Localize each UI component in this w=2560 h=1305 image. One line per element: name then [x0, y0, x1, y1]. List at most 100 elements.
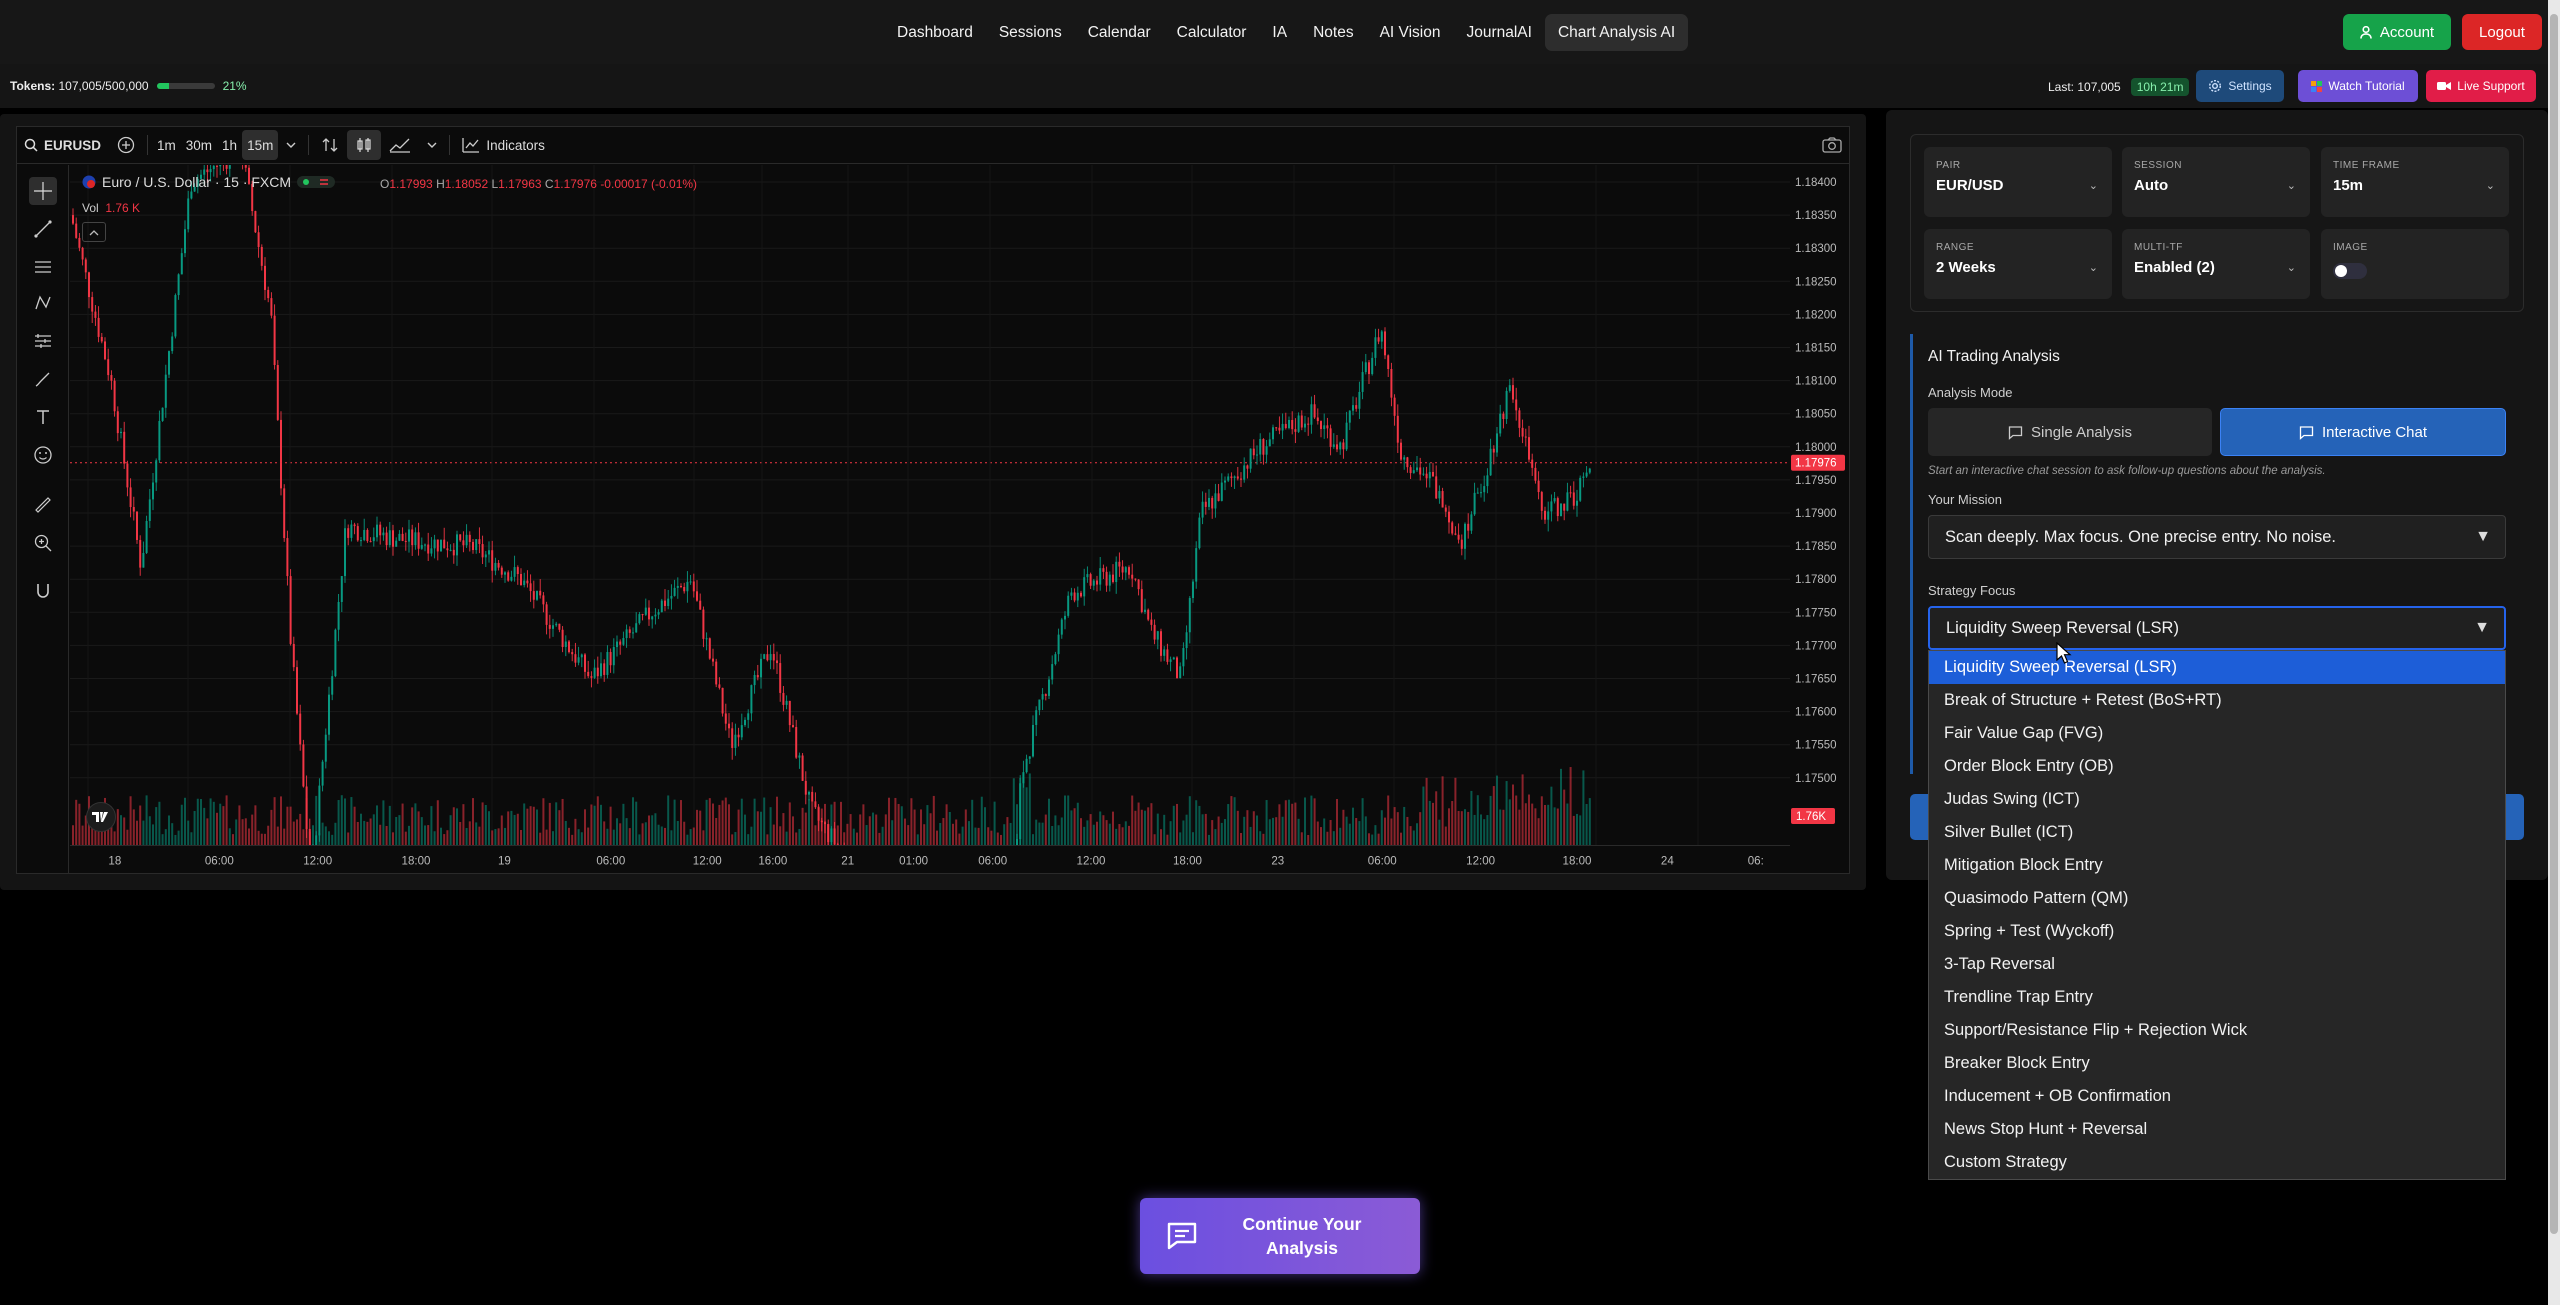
strategy-option[interactable]: Custom Strategy	[1944, 1153, 2067, 1171]
volume-bar	[302, 829, 305, 845]
strategy-option[interactable]: Order Block Entry (OB)	[1944, 757, 2114, 775]
strategy-option[interactable]: Inducement + OB Confirmation	[1944, 1087, 2171, 1105]
volume-bar	[625, 818, 628, 845]
image-toggle[interactable]	[2333, 263, 2367, 279]
volume-bar	[1400, 832, 1402, 845]
range-select[interactable]: RANGE 2 Weeks ⌄	[1924, 229, 2112, 299]
logout-button[interactable]: Logout	[2462, 14, 2542, 50]
price-axis[interactable]: 1.18400 1.18350 1.18300 1.18250 1.18200 1.181…	[1790, 165, 1848, 845]
strategy-option[interactable]: Breaker Block Entry	[1944, 1054, 2090, 1072]
strategy-option[interactable]: Support/Resistance Flip + Rejection Wick	[1944, 1021, 2248, 1039]
text-tool[interactable]	[29, 403, 57, 431]
nav-link-calendar[interactable]: Calendar	[1087, 24, 1151, 41]
forecast-tool[interactable]	[29, 327, 57, 355]
volume-bar	[1316, 821, 1319, 845]
candle-body	[644, 607, 647, 615]
interval-dropdown[interactable]	[278, 130, 304, 160]
nav-link-chart-analysis-ai[interactable]: Chart Analysis AI	[1544, 14, 1689, 51]
account-button[interactable]: Account	[2343, 14, 2451, 50]
interval-1m[interactable]: 1m	[157, 137, 176, 153]
session-select[interactable]: SESSION Auto ⌄	[2122, 147, 2310, 217]
strategy-option[interactable]: Silver Bullet (ICT)	[1944, 823, 2074, 841]
strategy-option[interactable]: Spring + Test (Wyckoff)	[1944, 922, 2115, 940]
candle-body	[587, 671, 590, 677]
nav-link-ai-vision[interactable]: AI Vision	[1379, 24, 1441, 41]
close-label: C	[544, 177, 554, 191]
volume-bar	[1368, 833, 1370, 845]
emoji-tool[interactable]	[29, 441, 57, 469]
volume-bar	[920, 809, 922, 845]
strategy-option[interactable]: Mitigation Block Entry	[1944, 856, 2103, 874]
strategy-option[interactable]: Liquidity Sweep Reversal (LSR)	[1929, 651, 2505, 684]
indicators-button[interactable]: Indicators	[454, 130, 553, 160]
volume-bar	[1172, 805, 1175, 845]
candle-body	[81, 247, 84, 260]
zoom-tool[interactable]	[29, 529, 57, 557]
tradingview-logo[interactable]	[86, 802, 116, 832]
strategy-option[interactable]: News Stop Hunt + Reversal	[1944, 1120, 2148, 1138]
nav-link-ia[interactable]: IA	[1272, 24, 1288, 41]
volume-bar	[1355, 818, 1358, 845]
candle-body	[1496, 433, 1498, 453]
volume-bar	[603, 821, 606, 845]
collapse-legend-button[interactable]	[82, 222, 106, 242]
magnet-tool[interactable]	[29, 577, 57, 605]
candle-body	[1515, 399, 1518, 411]
settings-button[interactable]: Settings	[2196, 70, 2284, 102]
single-analysis-button[interactable]: Single Analysis	[1928, 408, 2212, 456]
interval-1h[interactable]: 1h	[222, 137, 238, 153]
nav-link-journalai[interactable]: JournalAI	[1466, 24, 1532, 41]
strategy-option[interactable]: 3-Tap Reversal	[1944, 955, 2055, 973]
live-support-button[interactable]: Live Support	[2426, 70, 2536, 102]
strategy-select[interactable]: Liquidity Sweep Reversal (LSR) ▼	[1928, 606, 2506, 650]
volume-bar	[763, 797, 766, 845]
fib-tool[interactable]	[29, 253, 57, 281]
compare-button[interactable]	[109, 130, 143, 160]
watch-tutorial-button[interactable]: Watch Tutorial	[2298, 70, 2418, 102]
volume-bar	[699, 810, 702, 845]
brush-tool[interactable]	[29, 365, 57, 393]
candle-body	[324, 734, 327, 762]
volume-bar	[174, 834, 177, 845]
interval-15m[interactable]: 15m	[242, 130, 279, 160]
volume-bar	[216, 812, 218, 845]
candle-body	[491, 550, 494, 571]
measure-tool[interactable]	[29, 491, 57, 519]
nav-link-dashboard[interactable]: Dashboard	[897, 24, 973, 41]
pair-select[interactable]: PAIR EUR/USD ⌄	[1924, 147, 2112, 217]
continue-analysis-button[interactable]: Continue Your Analysis	[1140, 1198, 1420, 1274]
nav-link-notes[interactable]: Notes	[1313, 24, 1354, 41]
tradingview-chart[interactable]	[16, 126, 1850, 874]
price-plot[interactable]	[70, 165, 1790, 845]
candle-body	[1576, 500, 1578, 506]
candle-body	[1163, 649, 1166, 656]
trendline-tool[interactable]	[29, 215, 57, 243]
interactive-chat-button[interactable]: Interactive Chat	[2220, 408, 2506, 456]
interval-30m[interactable]: 30m	[185, 137, 213, 153]
pattern-tool[interactable]	[29, 289, 57, 317]
bar-style-button[interactable]	[313, 130, 347, 160]
strategy-option[interactable]: Trendline Trap Entry	[1944, 988, 2093, 1006]
chart-type-button[interactable]	[381, 130, 419, 160]
crosshair-tool[interactable]	[29, 177, 57, 205]
candle-body	[366, 529, 369, 542]
scrollbar-thumb[interactable]	[2550, 14, 2558, 1234]
volume-bar	[286, 806, 289, 845]
chevron-down-icon: ⌄	[2286, 180, 2296, 192]
nav-link-sessions[interactable]: Sessions	[998, 24, 1062, 41]
time-axis[interactable]: 18 06:00 12:00 18:00 19 06:00 12:00 16:00 21 01:0…	[70, 845, 1790, 873]
nav-link-calculator[interactable]: Calculator	[1176, 24, 1247, 41]
symbol-search[interactable]: EURUSD	[16, 130, 109, 160]
candles-button[interactable]	[347, 130, 382, 160]
multitf-select[interactable]: MULTI-TF Enabled (2) ⌄	[2122, 229, 2310, 299]
volume-bar	[1198, 805, 1201, 845]
strategy-option[interactable]: Quasimodo Pattern (QM)	[1944, 889, 2129, 907]
chart-type-dropdown[interactable]	[419, 130, 445, 160]
strategy-option[interactable]: Judas Swing (ICT)	[1944, 790, 2080, 808]
snapshot-button[interactable]	[1814, 130, 1850, 160]
timeframe-select[interactable]: TIME FRAME 15m ⌄	[2321, 147, 2509, 217]
strategy-option[interactable]: Break of Structure + Retest (BoS+RT)	[1944, 691, 2222, 709]
strategy-option[interactable]: Fair Value Gap (FVG)	[1944, 724, 2104, 742]
mission-select[interactable]: Scan deeply. Max focus. One precise entr…	[1928, 515, 2506, 559]
volume-bar	[1528, 794, 1530, 845]
